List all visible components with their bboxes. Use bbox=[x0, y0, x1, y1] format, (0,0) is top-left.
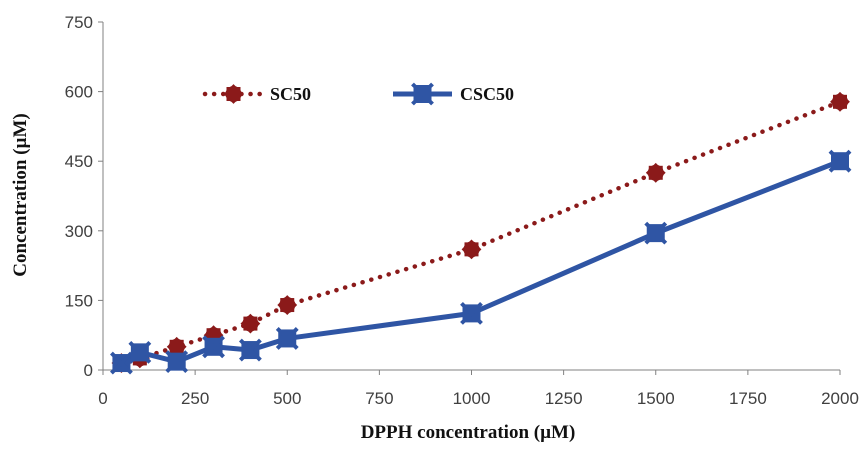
axes: 0 150 300 450 600 750 0 250 500 750 1000 1250 1500 17… bbox=[65, 13, 859, 408]
legend-item-csc50: CSC50 bbox=[393, 82, 514, 106]
legend: SC50 CSC50 bbox=[202, 82, 514, 106]
data-point bbox=[461, 239, 482, 260]
data-point bbox=[238, 338, 262, 362]
data-point bbox=[830, 91, 850, 112]
y-tick-label: 750 bbox=[65, 13, 93, 32]
data-point bbox=[828, 149, 852, 173]
x-tick-label: 1250 bbox=[545, 389, 583, 408]
series-layer bbox=[110, 91, 852, 375]
x-tick-label: 2000 bbox=[821, 389, 859, 408]
y-tick-label: 150 bbox=[65, 291, 93, 310]
x-tick-label: 0 bbox=[98, 389, 107, 408]
legend-marker bbox=[411, 82, 434, 106]
legend-label: SC50 bbox=[270, 84, 311, 104]
data-point bbox=[275, 327, 299, 350]
data-point bbox=[240, 313, 261, 334]
data-point bbox=[645, 162, 666, 183]
legend-item-sc50: SC50 bbox=[202, 84, 311, 104]
data-point bbox=[166, 336, 187, 357]
legend-marker bbox=[223, 84, 244, 104]
data-point bbox=[460, 301, 483, 325]
y-tick-label: 600 bbox=[65, 83, 93, 102]
legend-label: CSC50 bbox=[460, 84, 514, 104]
x-tick-label: 1500 bbox=[637, 389, 675, 408]
x-tick-label: 250 bbox=[181, 389, 209, 408]
y-tick-label: 450 bbox=[65, 152, 93, 171]
data-point bbox=[165, 350, 189, 374]
y-tick-label: 0 bbox=[84, 361, 93, 380]
series-line bbox=[120, 158, 841, 366]
x-tick-label: 500 bbox=[273, 389, 301, 408]
x-tick-label: 750 bbox=[365, 389, 393, 408]
data-point bbox=[128, 340, 152, 364]
x-tick-label: 1750 bbox=[729, 389, 767, 408]
data-point bbox=[202, 335, 225, 359]
data-point bbox=[644, 221, 668, 245]
y-tick-label: 300 bbox=[65, 222, 93, 241]
y-axis-title: Concentration (µM) bbox=[10, 113, 31, 276]
data-point bbox=[110, 351, 133, 375]
x-tick-label: 1000 bbox=[453, 389, 491, 408]
series-csc50 bbox=[110, 149, 852, 375]
data-point bbox=[277, 295, 298, 315]
x-axis-title: DPPH concentration (µM) bbox=[361, 422, 576, 443]
series-sc50 bbox=[111, 91, 850, 373]
